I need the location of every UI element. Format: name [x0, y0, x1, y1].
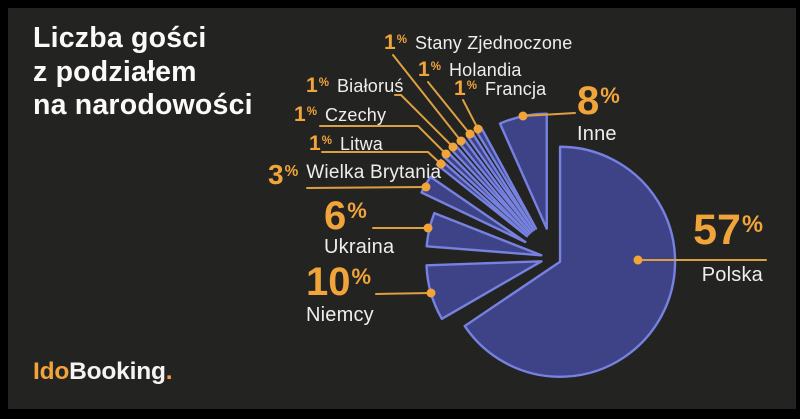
- leader-line-wb: [306, 186, 427, 189]
- infographic-canvas: [8, 8, 796, 409]
- leader-dot-polska: [633, 255, 643, 265]
- leader-dot-czechy: [441, 149, 451, 159]
- pie-slice-polska: [463, 145, 677, 378]
- leader-dot-stany: [456, 136, 466, 146]
- leader-line-bialorus: [394, 94, 454, 148]
- leader-line-holandia: [427, 81, 471, 135]
- logo-accent-part: Ido: [33, 358, 70, 385]
- idobooking-logo: IdoBooking.: [33, 358, 173, 386]
- leader-dot-francja: [473, 124, 483, 134]
- leader-line-litwa: [321, 151, 442, 165]
- chart-title-line-2: z podziałem: [33, 55, 197, 88]
- leader-dot-bialorus: [448, 142, 458, 152]
- leader-dot-niemcy: [426, 288, 436, 298]
- leader-line-czechy: [319, 125, 447, 155]
- leader-dot-holandia: [465, 129, 475, 139]
- chart-title: Liczba gości z podziałem na narodowości: [33, 22, 253, 123]
- chart-title-line-1: Liczba gości: [33, 22, 207, 54]
- leader-line-stany: [392, 54, 462, 142]
- chart-title-line-3: na narodowości: [33, 89, 253, 122]
- logo-main-part: Booking: [69, 358, 166, 385]
- leader-line-francja: [462, 99, 479, 130]
- leader-dot-ukraina: [423, 223, 433, 233]
- leader-dot-litwa: [436, 159, 446, 169]
- leader-dot-wb: [421, 182, 431, 192]
- logo-dot: .: [165, 358, 173, 385]
- leader-line-inne: [522, 112, 576, 117]
- leader-dot-inne: [518, 111, 528, 121]
- leader-line-niemcy: [375, 292, 432, 295]
